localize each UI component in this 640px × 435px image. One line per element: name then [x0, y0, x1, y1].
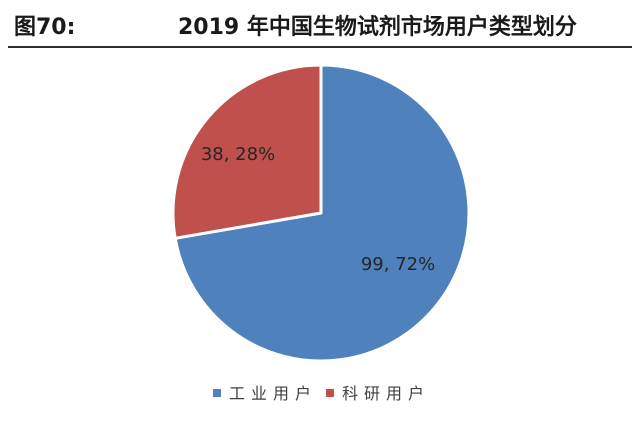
figure-header: 图70: 2019 年中国生物试剂市场用户类型划分: [0, 0, 640, 50]
legend-swatch: [326, 389, 334, 397]
legend-item-industrial: 工业用户: [213, 384, 317, 403]
legend-label: 科研用户: [342, 384, 430, 403]
data-label-industrial: 99, 72%: [361, 254, 435, 275]
chart-title: 2019 年中国生物试剂市场用户类型划分: [178, 15, 577, 40]
pie-slice-research: [171, 63, 323, 240]
pie-chart: 99, 72% 38, 28% 工业用户 科研用户: [171, 63, 471, 403]
pie-data-labels: 99, 72% 38, 28%: [201, 144, 435, 275]
chart-legend: 工业用户 科研用户: [213, 384, 430, 403]
legend-label: 工业用户: [229, 384, 317, 403]
legend-item-research: 科研用户: [326, 384, 430, 403]
data-label-research: 38, 28%: [201, 144, 275, 165]
figure-label: 图70:: [14, 15, 76, 40]
legend-swatch: [213, 389, 221, 397]
header-rule: [8, 46, 632, 48]
pie-slices: [171, 63, 471, 363]
